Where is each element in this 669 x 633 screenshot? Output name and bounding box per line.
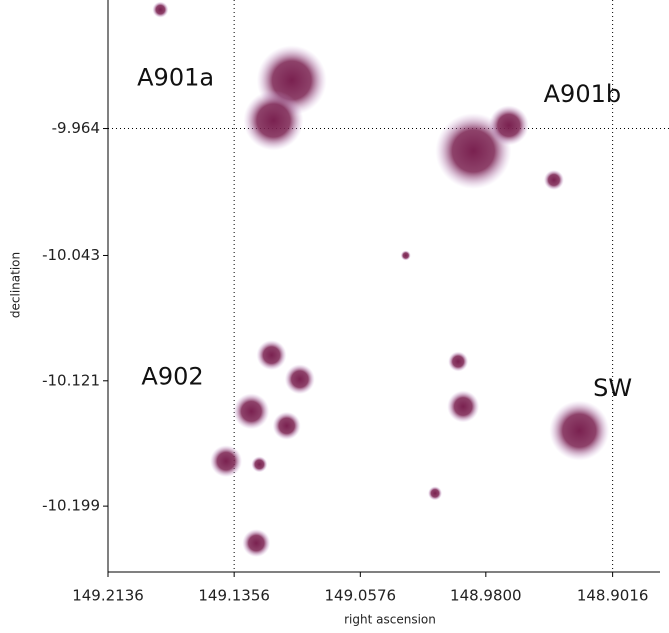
density-blob	[233, 393, 270, 430]
density-blob	[543, 169, 564, 190]
y-tick-label: -10.199	[42, 497, 100, 515]
x-axis-title: right ascension	[344, 613, 436, 627]
density-blob	[447, 390, 480, 423]
annotation: A901b	[544, 80, 621, 108]
y-tick-label: -10.121	[42, 371, 100, 389]
density-blob	[428, 486, 443, 501]
annotation: A901a	[137, 64, 214, 92]
density-blob	[284, 364, 315, 395]
density-blob	[549, 400, 610, 461]
annotation: SW	[593, 374, 632, 402]
density-blob	[272, 411, 301, 440]
x-tick-label: 149.1356	[198, 587, 270, 605]
annotation: A902	[141, 363, 203, 391]
density-blob	[488, 105, 529, 146]
density-blob	[251, 456, 268, 473]
x-tick-label: 148.9800	[450, 587, 522, 605]
x-tick-label: 149.2136	[72, 587, 144, 605]
density-blob	[243, 90, 304, 151]
density-blob	[242, 529, 271, 558]
density-blob	[210, 445, 243, 478]
x-tick-label: 149.0576	[325, 587, 397, 605]
y-tick-label: -10.043	[42, 246, 100, 264]
density-blob	[448, 351, 469, 372]
density-blob	[152, 1, 169, 18]
y-axis-title: declination	[9, 252, 23, 318]
density-blob	[400, 250, 411, 261]
density-blob	[256, 340, 287, 371]
x-tick-label: 148.9016	[577, 587, 649, 605]
y-tick-label: -9.964	[52, 119, 100, 137]
